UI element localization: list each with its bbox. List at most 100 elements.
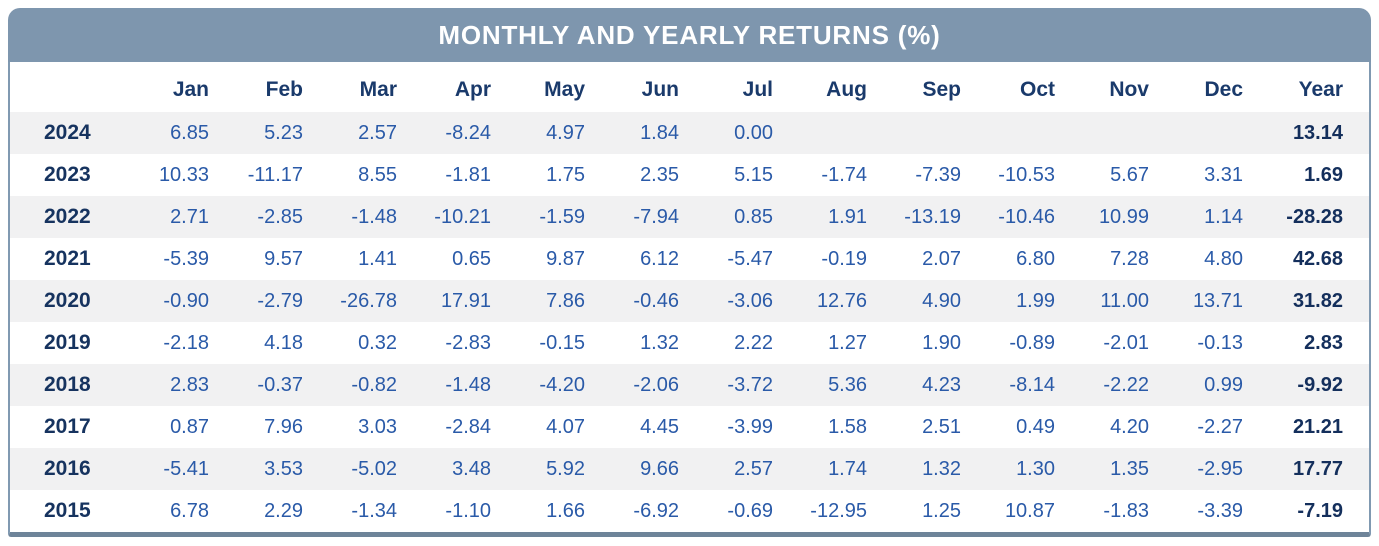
return-cell: -5.39 <box>163 247 209 270</box>
return-cell: 3.31 <box>1204 163 1243 186</box>
return-cell <box>867 112 961 154</box>
return-cell: -1.48 <box>351 205 397 228</box>
column-header-month: Sep <box>922 78 961 101</box>
return-cell: 9.57 <box>264 247 303 270</box>
return-cell: 6.85 <box>170 121 209 144</box>
return-cell: 4.23 <box>922 373 961 396</box>
return-cell: -5.47 <box>727 247 773 270</box>
year-total-cell: 21.21 <box>1292 415 1343 438</box>
return-cell: 13.71 <box>1192 289 1243 312</box>
return-cell: -0.13 <box>1197 331 1243 354</box>
column-header-year: Year <box>1298 78 1343 101</box>
return-cell: -0.82 <box>351 373 397 396</box>
return-cell: 4.20 <box>1110 415 1149 438</box>
row-year-label: 2022 <box>44 205 91 228</box>
return-cell: -5.41 <box>163 457 209 480</box>
return-cell: -10.53 <box>998 163 1055 186</box>
return-cell: -1.81 <box>445 163 491 186</box>
return-cell: -2.27 <box>1197 415 1243 438</box>
row-year-label: 2023 <box>44 163 91 186</box>
return-cell: 2.83 <box>170 373 209 396</box>
return-cell: 9.66 <box>640 457 679 480</box>
column-header-month: Nov <box>1109 78 1149 101</box>
return-cell: -7.39 <box>915 163 961 186</box>
table-body: 2024 6.85 5.23 2.57 -8.24 4.97 1.84 0.00 13.14 20… <box>10 112 1369 532</box>
return-cell: -10.21 <box>434 205 491 228</box>
return-cell: 1.14 <box>1204 205 1243 228</box>
return-cell: 1.41 <box>358 247 397 270</box>
return-cell: 1.30 <box>1016 457 1055 480</box>
return-cell: 1.90 <box>922 331 961 354</box>
return-cell <box>1055 112 1149 154</box>
year-total-cell: 2.83 <box>1304 331 1343 354</box>
returns-card: MONTHLY AND YEARLY RETURNS (%) Jan Feb Mar… <box>8 8 1371 537</box>
return-cell: -2.84 <box>445 415 491 438</box>
table-title: MONTHLY AND YEARLY RETURNS (%) <box>438 19 941 50</box>
return-cell: 0.65 <box>452 247 491 270</box>
row-year-label: 2021 <box>44 247 91 270</box>
year-total-cell: 17.77 <box>1292 457 1343 480</box>
return-cell: -0.19 <box>821 247 867 270</box>
return-cell: -0.89 <box>1009 331 1055 354</box>
table-row: 2016 -5.41 3.53 -5.02 3.48 5.92 9.66 2.57 1.74 1.… <box>10 448 1369 490</box>
return-cell: -2.18 <box>163 331 209 354</box>
return-cell: -6.92 <box>633 499 679 522</box>
returns-table: Jan Feb Mar Apr May Jun Jul Aug Sep Oct Nov Dec Year… <box>10 62 1369 532</box>
return-cell: 1.91 <box>828 205 867 228</box>
year-total-cell: 42.68 <box>1292 247 1343 270</box>
return-cell <box>773 112 867 154</box>
return-cell: -3.99 <box>727 415 773 438</box>
return-cell: -3.39 <box>1197 499 1243 522</box>
return-cell: -26.78 <box>340 289 397 312</box>
return-cell: 5.67 <box>1110 163 1149 186</box>
year-total-cell: -9.92 <box>1297 373 1343 396</box>
year-total-cell: -28.28 <box>1286 205 1343 228</box>
return-cell: -1.48 <box>445 373 491 396</box>
return-cell <box>961 112 1055 154</box>
return-cell: 1.25 <box>922 499 961 522</box>
return-cell: -0.46 <box>633 289 679 312</box>
return-cell: 1.32 <box>640 331 679 354</box>
year-total-cell: 1.69 <box>1304 163 1343 186</box>
table-row: 2021 -5.39 9.57 1.41 0.65 9.87 6.12 -5.47 -0.19 2… <box>10 238 1369 280</box>
return-cell: 2.51 <box>922 415 961 438</box>
return-cell: 1.99 <box>1016 289 1055 312</box>
return-cell: -0.37 <box>257 373 303 396</box>
return-cell: 2.07 <box>922 247 961 270</box>
return-cell: 3.53 <box>264 457 303 480</box>
return-cell: 5.92 <box>546 457 585 480</box>
return-cell: -13.19 <box>904 205 961 228</box>
returns-table-container: Jan Feb Mar Apr May Jun Jul Aug Sep Oct Nov Dec Year… <box>8 62 1371 537</box>
return-cell: 1.35 <box>1110 457 1149 480</box>
return-cell: -0.15 <box>539 331 585 354</box>
return-cell: 4.07 <box>546 415 585 438</box>
column-header-month: Jul <box>742 78 773 101</box>
return-cell: -4.20 <box>539 373 585 396</box>
return-cell: 7.96 <box>264 415 303 438</box>
return-cell: 7.86 <box>546 289 585 312</box>
column-header-month: Aug <box>826 78 867 101</box>
return-cell: 1.66 <box>546 499 585 522</box>
return-cell: -5.02 <box>351 457 397 480</box>
return-cell: 10.87 <box>1004 499 1055 522</box>
return-cell: 0.85 <box>734 205 773 228</box>
return-cell: 7.28 <box>1110 247 1149 270</box>
return-cell: 2.29 <box>264 499 303 522</box>
table-row: 2018 2.83 -0.37 -0.82 -1.48 -4.20 -2.06 -3.72 5.… <box>10 364 1369 406</box>
row-year-label: 2015 <box>44 499 91 522</box>
return-cell: -7.94 <box>633 205 679 228</box>
return-cell: 6.80 <box>1016 247 1055 270</box>
return-cell: 6.12 <box>640 247 679 270</box>
return-cell: 1.32 <box>922 457 961 480</box>
return-cell: 10.33 <box>158 163 209 186</box>
table-row: 2020 -0.90 -2.79 -26.78 17.91 7.86 -0.46 -3.06 1… <box>10 280 1369 322</box>
return-cell: 2.57 <box>734 457 773 480</box>
return-cell: 0.00 <box>734 121 773 144</box>
return-cell: 2.71 <box>170 205 209 228</box>
return-cell: -2.83 <box>445 331 491 354</box>
return-cell: 3.03 <box>358 415 397 438</box>
year-total-cell: 31.82 <box>1292 289 1343 312</box>
table-row: 2017 0.87 7.96 3.03 -2.84 4.07 4.45 -3.99 1.58 2.… <box>10 406 1369 448</box>
return-cell: 0.87 <box>170 415 209 438</box>
return-cell: 5.23 <box>264 121 303 144</box>
